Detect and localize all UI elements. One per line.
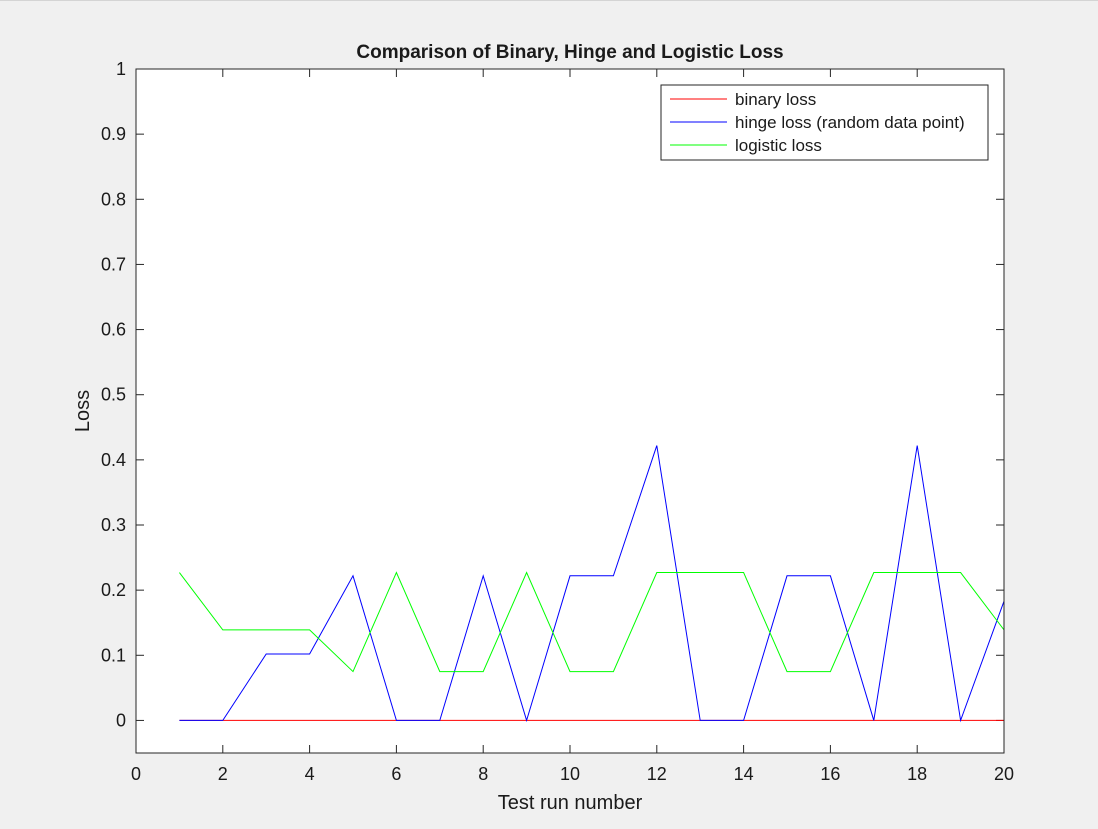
y-tick-label: 0.7 bbox=[101, 254, 126, 274]
y-tick-label: 0.4 bbox=[101, 450, 126, 470]
x-tick-label: 20 bbox=[994, 764, 1014, 784]
y-tick-label: 0.6 bbox=[101, 320, 126, 340]
y-tick-label: 0.5 bbox=[101, 385, 126, 405]
y-tick-label: 0.9 bbox=[101, 124, 126, 144]
chart-title: Comparison of Binary, Hinge and Logistic… bbox=[356, 42, 783, 63]
y-tick-label: 0 bbox=[116, 710, 126, 730]
x-tick-label: 18 bbox=[907, 764, 927, 784]
x-tick-label: 12 bbox=[647, 764, 667, 784]
legend-label-0: binary loss bbox=[735, 90, 816, 109]
series-line-1 bbox=[179, 445, 1005, 723]
x-tick-label: 8 bbox=[478, 764, 488, 784]
plot-area bbox=[136, 69, 1004, 753]
x-tick-label: 2 bbox=[218, 764, 228, 784]
x-tick-label: 16 bbox=[820, 764, 840, 784]
plot-frame bbox=[135, 68, 1005, 754]
x-tick-label: 6 bbox=[391, 764, 401, 784]
legend-label-1: hinge loss (random data point) bbox=[735, 113, 965, 132]
y-tick-label: 1 bbox=[116, 59, 126, 79]
x-tick-label: 4 bbox=[305, 764, 315, 784]
y-tick-label: 0.2 bbox=[101, 580, 126, 600]
x-axis-label: Test run number bbox=[498, 792, 643, 814]
legend: binary loss hinge loss (random data point… bbox=[660, 84, 989, 161]
y-tick-label: 0.3 bbox=[101, 515, 126, 535]
ticks-layer: 0 2 4 6 8 10 12 14 16 18 20 0 0.1 0.2 0.3 0.4 0.5 0.6 0.7 0… bbox=[101, 59, 1014, 784]
legend-label-2: logistic loss bbox=[735, 136, 822, 155]
x-tick-label: 10 bbox=[560, 764, 580, 784]
series-line-2 bbox=[179, 571, 1005, 673]
y-tick-label: 0.8 bbox=[101, 189, 126, 209]
y-axis-label: Loss bbox=[72, 390, 94, 432]
series-layer bbox=[179, 445, 1005, 723]
x-tick-label: 14 bbox=[734, 764, 754, 784]
x-tick-label: 0 bbox=[131, 764, 141, 784]
y-tick-label: 0.1 bbox=[101, 645, 126, 665]
